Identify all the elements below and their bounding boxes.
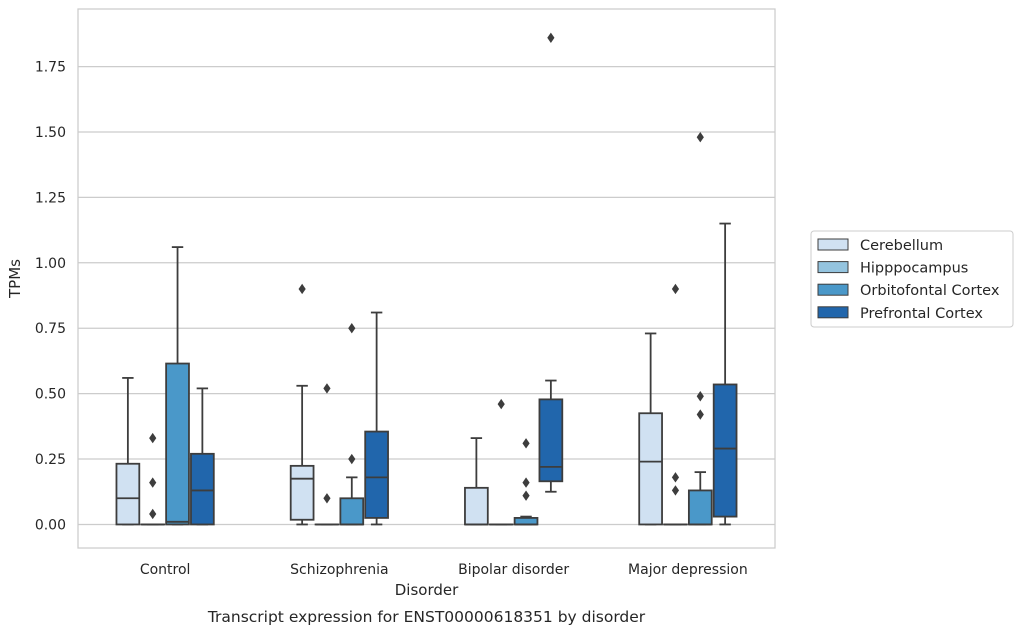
legend-swatch — [818, 239, 848, 250]
box-hipppocampus-0 — [141, 433, 164, 525]
box-cerebellum-1 — [291, 284, 314, 525]
y-tick-label: 1.75 — [35, 60, 66, 76]
box-body — [166, 364, 189, 525]
chart-caption: Transcript expression for ENST0000061835… — [207, 608, 646, 626]
x-tick-label: Major depression — [628, 562, 748, 578]
outlier-point — [522, 490, 529, 500]
outlier-point — [697, 391, 704, 401]
box-body — [689, 490, 712, 524]
outlier-point — [323, 383, 330, 393]
box-body — [465, 488, 488, 525]
box-body — [291, 466, 314, 520]
x-axis-label: Disorder — [395, 581, 459, 599]
outlier-point — [547, 33, 554, 43]
outlier-point — [672, 472, 679, 482]
x-axis-ticks: Control Schizophrenia Bipolar disorder Majo… — [140, 562, 748, 578]
box-prefrontal-cortex-2 — [539, 33, 562, 492]
legend-label: Hipppocampus — [860, 261, 968, 277]
box-series — [116, 33, 736, 525]
x-tick-label: Schizophrenia — [290, 562, 388, 578]
y-tick-label: 1.00 — [35, 256, 66, 272]
legend: Cerebellum Hipppocampus Orbitofontal Corte… — [811, 231, 1013, 327]
legend-swatch — [818, 284, 848, 295]
box-cerebellum-3 — [639, 333, 662, 524]
box-prefrontal-cortex-0 — [191, 388, 214, 524]
outlier-point — [522, 438, 529, 448]
y-tick-label: 0.00 — [35, 517, 66, 533]
box-body — [539, 399, 562, 481]
y-axis-label: TPMs — [6, 259, 24, 299]
box-cerebellum-2 — [465, 438, 488, 524]
outlier-point — [522, 477, 529, 487]
y-tick-label: 1.50 — [35, 125, 66, 141]
box-hipppocampus-3 — [664, 284, 687, 525]
box-cerebellum-0 — [116, 378, 139, 525]
box-hipppocampus-1 — [316, 383, 339, 524]
outlier-point — [697, 409, 704, 419]
box-body — [340, 498, 363, 524]
y-tick-label: 0.50 — [35, 387, 66, 403]
box-body — [191, 454, 214, 525]
outlier-point — [149, 433, 156, 443]
legend-swatch — [818, 262, 848, 273]
box-body — [714, 384, 737, 516]
x-tick-label: Control — [140, 562, 191, 578]
y-tick-label: 1.25 — [35, 190, 66, 206]
box-orbitofontal-cortex-0 — [166, 247, 189, 524]
box-hipppocampus-2 — [490, 399, 513, 525]
outlier-point — [299, 284, 306, 294]
outlier-point — [672, 485, 679, 495]
legend-label: Orbitofontal Cortex — [860, 283, 1000, 299]
outlier-point — [348, 323, 355, 333]
box-body — [116, 464, 139, 525]
outlier-point — [498, 399, 505, 409]
box-body — [365, 432, 388, 518]
box-body — [639, 413, 662, 524]
outlier-point — [697, 132, 704, 142]
box-prefrontal-cortex-1 — [365, 313, 388, 525]
box-orbitofontal-cortex-1 — [340, 323, 363, 524]
legend-label: Cerebellum — [860, 238, 943, 254]
y-axis-ticks: 0.00 0.25 0.50 0.75 1.00 1.25 1.50 1.75 — [35, 60, 66, 534]
box-orbitofontal-cortex-2 — [515, 438, 538, 524]
y-tick-label: 0.75 — [35, 321, 66, 337]
y-tick-label: 0.25 — [35, 452, 66, 468]
outlier-point — [323, 493, 330, 503]
legend-label: Prefrontal Cortex — [860, 306, 983, 322]
outlier-point — [672, 284, 679, 294]
box-prefrontal-cortex-3 — [714, 224, 737, 525]
x-tick-label: Bipolar disorder — [458, 562, 569, 578]
legend-swatch — [818, 307, 848, 318]
outlier-point — [348, 454, 355, 464]
box-body — [515, 518, 538, 525]
outlier-point — [149, 477, 156, 487]
outlier-point — [149, 509, 156, 519]
